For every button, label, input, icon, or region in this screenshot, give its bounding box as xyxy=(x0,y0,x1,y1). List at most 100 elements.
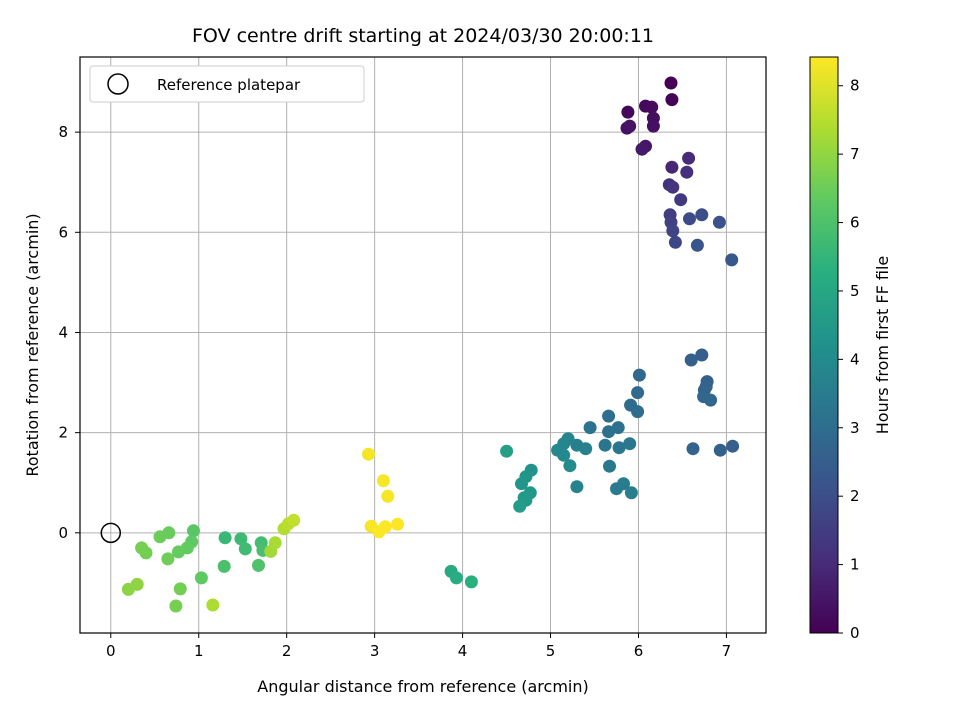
data-point xyxy=(287,513,301,527)
x-axis-label: Angular distance from reference (arcmin) xyxy=(257,677,588,696)
data-point xyxy=(579,442,593,456)
data-point xyxy=(635,142,649,156)
colorbar-tick-label: 8 xyxy=(850,77,860,95)
colorbar-ticks: 0 1 2 3 4 5 6 7 8 xyxy=(838,77,860,642)
colorbar-gradient xyxy=(809,56,839,634)
colorbar-tick-label: 4 xyxy=(850,350,860,368)
colorbar-label: Hours from first FF file xyxy=(873,256,892,435)
data-point xyxy=(704,393,718,407)
data-point xyxy=(130,577,144,591)
y-axis-label: Rotation from reference (arcmin) xyxy=(23,213,42,476)
x-tick-label: 2 xyxy=(282,642,292,660)
legend: Reference platepar xyxy=(89,65,365,103)
data-point xyxy=(631,405,645,419)
data-point xyxy=(695,208,709,222)
data-point xyxy=(378,520,392,534)
data-point xyxy=(695,348,709,362)
data-point xyxy=(161,552,175,566)
reference-platepar-point xyxy=(100,522,122,544)
x-tick-label: 5 xyxy=(546,642,556,660)
y-tick-label: 8 xyxy=(58,123,68,141)
colorbar-tick-label: 7 xyxy=(850,145,860,163)
data-point xyxy=(391,517,404,531)
data-point xyxy=(234,532,248,546)
data-points xyxy=(121,76,740,613)
x-tick-label: 3 xyxy=(370,642,380,660)
y-tick-label: 6 xyxy=(58,223,68,241)
plot-frame xyxy=(79,56,767,634)
data-point xyxy=(603,459,616,473)
data-point xyxy=(680,165,694,179)
data-point xyxy=(666,180,680,194)
y-axis-ticks: 0 2 4 6 8 xyxy=(58,123,80,542)
data-point xyxy=(665,93,679,107)
legend-label: Reference platepar xyxy=(157,76,301,94)
data-point xyxy=(631,386,645,400)
data-point xyxy=(623,437,637,451)
data-point xyxy=(666,224,680,238)
x-tick-label: 6 xyxy=(634,642,644,660)
legend-box xyxy=(89,65,365,103)
data-point xyxy=(513,499,527,513)
data-point xyxy=(238,542,252,556)
data-point xyxy=(500,444,514,458)
data-point xyxy=(187,524,200,538)
data-point xyxy=(632,368,646,382)
data-point xyxy=(449,571,463,585)
colorbar-tick-label: 3 xyxy=(850,419,860,437)
data-point xyxy=(683,212,696,226)
colorbar-tick-label: 0 xyxy=(850,624,860,642)
data-point xyxy=(686,442,700,456)
data-point xyxy=(684,353,698,367)
data-point xyxy=(381,489,395,503)
data-point xyxy=(690,238,704,252)
data-point xyxy=(376,474,390,488)
data-point xyxy=(617,477,630,491)
data-point xyxy=(563,459,577,473)
data-point xyxy=(194,571,208,585)
x-tick-label: 4 xyxy=(458,642,468,660)
data-point xyxy=(713,443,727,457)
chart-title: FOV centre drift starting at 2024/03/30 … xyxy=(192,25,654,47)
data-point xyxy=(268,536,282,550)
colorbar-tick-label: 2 xyxy=(850,487,860,505)
legend-marker-open-circle xyxy=(107,73,129,95)
data-point xyxy=(623,119,637,133)
data-point xyxy=(612,441,626,455)
data-point xyxy=(674,193,688,207)
data-point xyxy=(665,160,679,174)
colorbar-tick-label: 1 xyxy=(850,556,860,574)
data-point xyxy=(217,559,231,573)
colorbar-tick-label: 5 xyxy=(850,282,860,300)
data-point xyxy=(218,531,232,545)
data-point xyxy=(172,545,185,559)
data-point xyxy=(602,409,616,423)
data-point xyxy=(668,235,682,249)
data-point xyxy=(664,76,678,90)
data-point xyxy=(726,439,740,453)
data-point xyxy=(624,486,638,500)
data-point xyxy=(611,421,625,435)
data-point xyxy=(712,215,726,229)
data-point xyxy=(583,421,597,435)
data-point xyxy=(725,253,739,267)
data-point xyxy=(206,598,220,612)
y-tick-label: 4 xyxy=(58,323,68,341)
data-point xyxy=(362,447,375,461)
data-point xyxy=(570,480,584,494)
data-point xyxy=(621,105,635,119)
data-point xyxy=(173,582,187,596)
colorbar: 0 1 2 3 4 5 6 7 8 Hours from first FF file xyxy=(809,56,892,642)
data-point xyxy=(464,575,478,589)
data-point xyxy=(645,100,659,114)
y-tick-label: 2 xyxy=(58,424,68,442)
colorbar-tick-label: 6 xyxy=(850,214,860,232)
data-point xyxy=(515,477,528,491)
data-point xyxy=(153,530,167,544)
x-tick-label: 0 xyxy=(106,642,116,660)
data-point xyxy=(252,558,265,572)
data-point xyxy=(135,541,149,555)
data-point xyxy=(598,438,612,452)
y-tick-label: 0 xyxy=(58,524,68,542)
